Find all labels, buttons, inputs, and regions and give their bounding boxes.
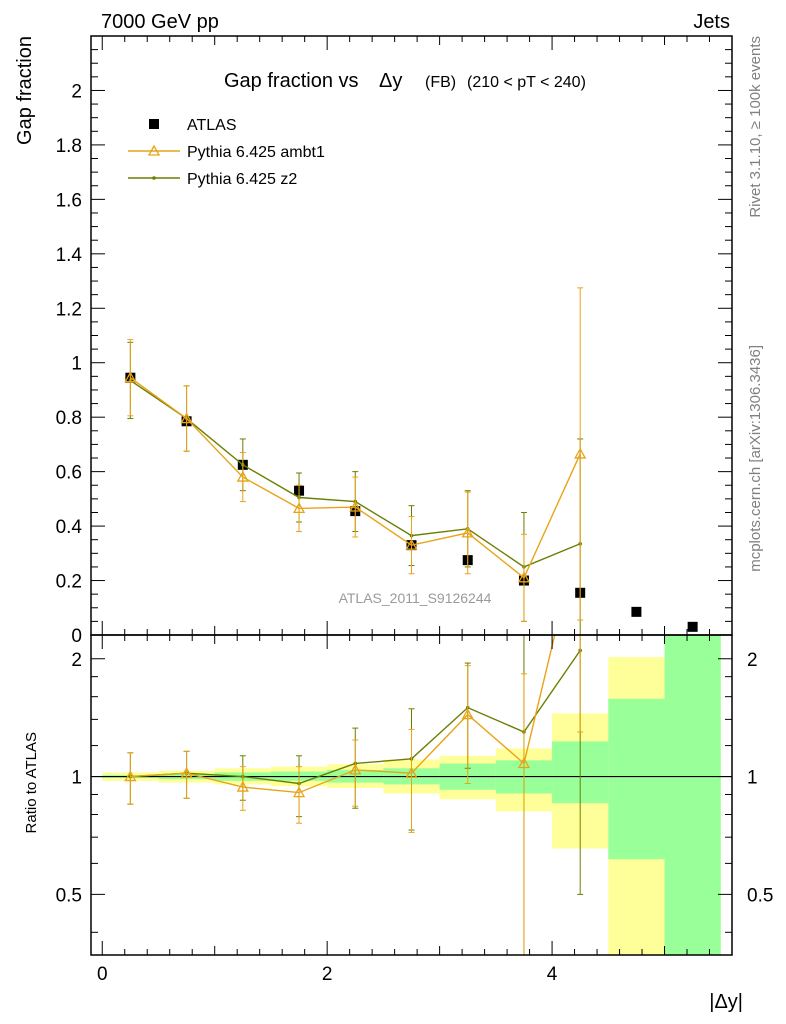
ratio-tick-label-right: 1	[747, 768, 758, 789]
legend-label: ATLAS	[187, 117, 237, 134]
title-range: (210 < pT < 240)	[467, 74, 586, 91]
stat-band-bin	[608, 698, 665, 860]
x-tick-label: 2	[322, 964, 333, 985]
legend-marker	[152, 176, 156, 180]
ratio-bands	[91, 635, 732, 955]
series-line	[129, 377, 581, 579]
y-tick-label: 1	[71, 354, 82, 375]
ratio-tick-label-right: 0.5	[747, 885, 773, 906]
x-tick-label: 4	[547, 964, 558, 985]
data-point	[236, 780, 249, 792]
y-tick-label: 1.8	[56, 136, 82, 157]
axis-ticks	[91, 35, 733, 955]
data-point	[687, 621, 698, 632]
ratio-y-axis-label: Ratio to ATLAS	[23, 732, 40, 833]
ratio-tick-label: 1	[71, 768, 82, 789]
title-symbol: Δy	[379, 70, 402, 92]
tick-labels: 0 0.2 0.4 0.6 0.8 1 1.2 1.4 1.6 1.8 2 0 2 4 0.5 0.5 1 1 2 2	[56, 81, 774, 985]
side-label-mcplots: mcplots.cern.ch [arXiv:1306.3436]	[747, 345, 764, 572]
y-axis-label: Gap fraction	[14, 36, 36, 145]
title-main: Gap fraction vs	[224, 70, 359, 92]
data-point	[517, 757, 531, 769]
series-line	[130, 635, 556, 794]
stat-band-bin	[664, 635, 721, 955]
data-point	[349, 763, 362, 775]
data-point	[461, 526, 474, 538]
header-left-label: 7000 GeV pp	[101, 11, 219, 33]
x-axis-label: |Δy|	[709, 991, 743, 1013]
data-point	[461, 708, 474, 720]
legend: ATLAS Pythia 6.425 ambt1 Pythia 6.425 z2	[128, 117, 325, 188]
header-right-label: Jets	[693, 11, 730, 33]
data-point	[517, 571, 531, 583]
analysis-watermark: ATLAS_2011_S9126244	[339, 590, 492, 606]
title-suffix: (FB)	[425, 74, 456, 91]
y-tick-label: 0.4	[56, 517, 83, 538]
legend-marker	[149, 119, 159, 129]
legend-item: Pythia 6.425 z2	[128, 171, 297, 188]
data-point	[405, 538, 418, 550]
legend-item: ATLAS	[149, 117, 237, 134]
data-point	[292, 502, 306, 514]
data-point	[405, 766, 418, 778]
y-tick-label: 0.2	[56, 572, 82, 593]
legend-label: Pythia 6.425 z2	[187, 171, 297, 188]
y-tick-label: 1.6	[56, 190, 82, 211]
data-point	[236, 470, 249, 482]
legend-item: Pythia 6.425 ambt1	[128, 144, 325, 161]
main-plot-series	[124, 287, 698, 635]
data-point	[631, 606, 642, 617]
ratio-tick-label: 2	[71, 650, 82, 671]
ratio-tick-label-right: 2	[747, 650, 758, 671]
y-tick-label: 1.2	[56, 299, 82, 320]
data-point	[124, 770, 137, 782]
ratio-plot-frame	[90, 634, 733, 956]
y-tick-label: 0.6	[56, 463, 82, 484]
data-point	[349, 500, 362, 512]
legend-marker	[147, 144, 161, 156]
data-point	[574, 447, 587, 459]
y-tick-label: 1.4	[56, 245, 83, 266]
y-tick-label: 2	[71, 81, 82, 102]
ratio-tick-label: 0.5	[56, 885, 82, 906]
x-tick-label: 0	[97, 964, 108, 985]
side-label-rivet: Rivet 3.1.10, ≥ 100k events	[747, 36, 764, 218]
chart-title: Gap fraction vs Δy (FB) (210 < pT < 240)	[224, 70, 586, 92]
ratio-plot-series	[124, 635, 584, 955]
data-point	[124, 371, 137, 383]
y-tick-label: 0.8	[56, 408, 82, 429]
data-point	[180, 412, 193, 424]
data-point	[180, 766, 193, 778]
data-point	[292, 786, 306, 798]
y-tick-label: 0	[71, 626, 82, 647]
legend-label: Pythia 6.425 ambt1	[187, 144, 325, 161]
